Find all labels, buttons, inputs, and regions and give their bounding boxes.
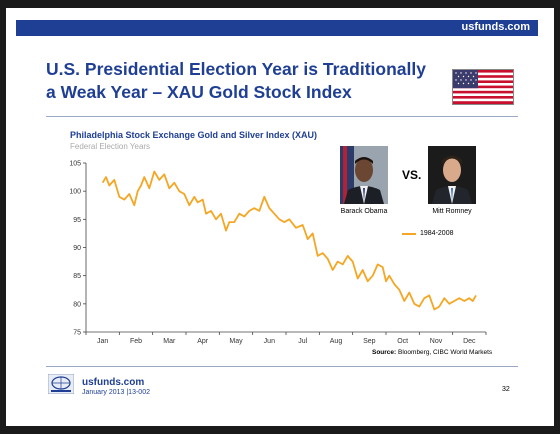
legend-swatch xyxy=(402,232,416,235)
x-tick-label: Mar xyxy=(163,338,176,345)
x-tick-label: Aug xyxy=(330,338,343,345)
y-tick-label: 80 xyxy=(73,301,81,308)
y-tick-label: 75 xyxy=(73,330,81,337)
x-tick-label: May xyxy=(229,338,243,345)
x-tick-label: Dec xyxy=(463,338,476,345)
x-tick-label: Jul xyxy=(298,338,307,345)
obama-caption: Barack Obama xyxy=(340,208,388,215)
chart-legend: 1984-2008 xyxy=(402,230,453,237)
chart-source: Source: Bloomberg, CIBC World Markets xyxy=(372,349,492,356)
x-tick-label: Jun xyxy=(264,338,275,345)
x-tick-label: Nov xyxy=(430,338,443,345)
romney-portrait xyxy=(428,146,476,204)
slide-title: U.S. Presidential Election Year is Tradi… xyxy=(46,58,446,104)
header-site-link[interactable]: usfunds.com xyxy=(461,21,530,33)
y-tick-label: 90 xyxy=(73,245,81,252)
x-tick-label: Feb xyxy=(130,338,142,345)
chart-subtitle: Federal Election Years xyxy=(70,142,151,151)
footer-divider xyxy=(46,366,518,367)
source-text: Bloomberg, CIBC World Markets xyxy=(398,349,493,356)
obama-portrait xyxy=(340,146,388,204)
header-bar: usfunds.com xyxy=(16,20,538,36)
usfunds-logo-icon xyxy=(47,373,75,395)
chart-axes: 75 80 85 90 95 100 105 Jan Feb Mar Apr May Jun Jul Aug… xyxy=(69,161,487,345)
x-tick-label: Apr xyxy=(197,338,209,345)
x-tick-label: Sep xyxy=(363,338,376,345)
x-tick-label: Jan xyxy=(97,338,108,345)
legend-label: 1984-2008 xyxy=(420,230,454,237)
slide-title-line-1: U.S. Presidential Election Year is Tradi… xyxy=(46,59,426,79)
source-label: Source: xyxy=(372,349,397,356)
chart-series xyxy=(101,170,477,311)
y-tick-label: 85 xyxy=(73,273,81,280)
y-tick-label: 100 xyxy=(69,189,81,196)
footer-site-link[interactable]: usfunds.com xyxy=(82,377,145,388)
footer-date-code: January 2013 |13-002 xyxy=(82,389,150,396)
y-tick-label: 95 xyxy=(73,217,81,224)
y-tick-label: 105 xyxy=(69,161,81,168)
series-line-1984-2008 xyxy=(101,170,477,311)
x-tick-label: Oct xyxy=(397,338,408,345)
page-number: 32 xyxy=(502,386,510,393)
romney-caption: Mitt Romney xyxy=(432,208,472,215)
us-flag-icon xyxy=(452,69,514,105)
title-divider xyxy=(46,116,518,117)
slide-title-line-2: a Weak Year – XAU Gold Stock Index xyxy=(46,82,352,102)
versus-label: VS. xyxy=(402,168,422,182)
chart-title: Philadelphia Stock Exchange Gold and Sil… xyxy=(70,130,318,140)
